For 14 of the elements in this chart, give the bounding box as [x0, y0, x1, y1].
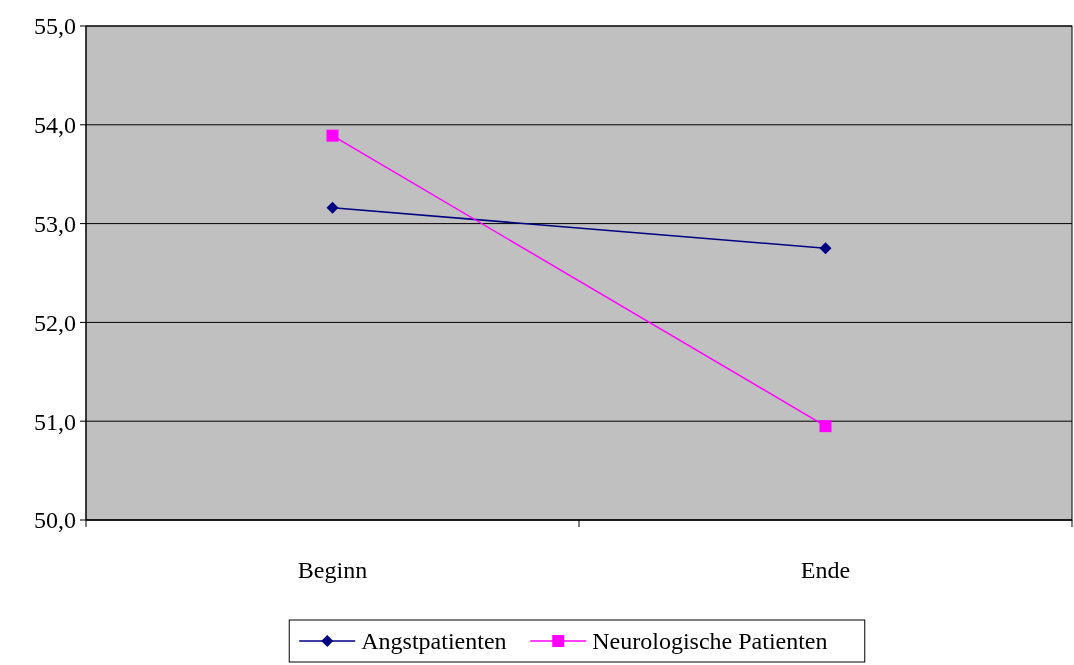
point [819, 420, 832, 433]
y-tick-label: 55,0 [34, 13, 76, 40]
point [326, 201, 339, 214]
x-tick-label: Beginn [297, 557, 368, 583]
point [819, 242, 832, 255]
y-tick-label: 53,0 [34, 211, 76, 237]
y-tick-label: 51,0 [34, 408, 76, 435]
legend-label: Angstpatienten [361, 628, 507, 655]
y-tick-label: 52,0 [34, 309, 76, 336]
point [326, 129, 339, 142]
legend-label: Neurologische Patienten [592, 628, 828, 655]
y-tick-label: 54,0 [34, 112, 76, 139]
y-tick-label: 50,0 [34, 507, 76, 534]
x-tick-label: Ende [800, 557, 851, 583]
